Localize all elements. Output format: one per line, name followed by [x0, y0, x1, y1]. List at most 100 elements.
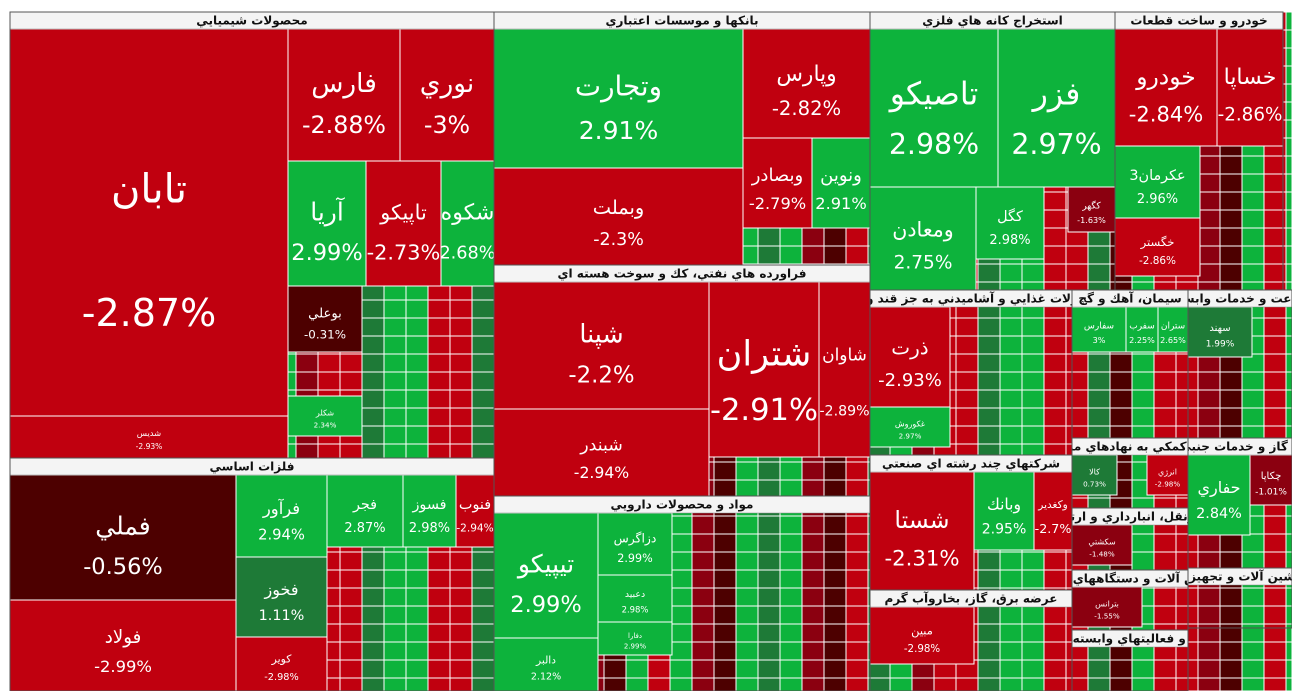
filler-tile [1263, 641, 1287, 661]
stock-tile[interactable] [742, 137, 813, 229]
stock-tile[interactable] [287, 28, 401, 162]
stock-tile[interactable] [1187, 454, 1251, 536]
stock-name: شاوان [822, 346, 867, 366]
stock-tile[interactable] [287, 395, 363, 437]
filler-tile [361, 677, 385, 691]
stock-tile[interactable] [9, 28, 289, 417]
stock-change: -2.7% [1035, 521, 1072, 536]
filler-tile [361, 587, 385, 607]
filler-tile [471, 587, 495, 607]
stock-tile[interactable] [869, 28, 999, 188]
filler-tile [1285, 605, 1292, 625]
stock-tile[interactable] [455, 474, 495, 548]
stock-change: -2.91% [710, 393, 818, 428]
filler-tile [405, 551, 429, 571]
stock-tile[interactable] [1146, 454, 1189, 496]
stock-tile[interactable] [975, 186, 1045, 260]
filler-tile [757, 533, 781, 553]
stock-name: بترانس [1095, 599, 1119, 608]
filler-tile [427, 659, 451, 679]
filler-tile [405, 353, 429, 373]
filler-tile [449, 407, 473, 427]
filler-tile [801, 677, 825, 691]
filler-tile [383, 659, 407, 679]
filler-tile [339, 623, 363, 643]
sector-title: ماشين آلات و دستگاههاي برقي [1037, 571, 1224, 587]
filler-tile [1087, 371, 1111, 391]
stock-tile[interactable] [402, 474, 457, 548]
stock-change: 2.98% [989, 233, 1030, 248]
filler-tile [823, 515, 847, 535]
stock-tile[interactable] [597, 512, 673, 576]
stock-tile[interactable] [869, 471, 975, 591]
filler-tile [427, 371, 451, 391]
filler-tile [889, 677, 913, 691]
filler-tile [1241, 641, 1265, 661]
stock-name: فنوب [459, 497, 491, 513]
filler-tile [779, 461, 803, 481]
filler-tile [955, 371, 979, 391]
filler-tile [383, 587, 407, 607]
filler-tile [449, 641, 473, 661]
filler-tile [669, 569, 693, 589]
filler-tile [383, 389, 407, 409]
filler-tile [383, 641, 407, 661]
stock-change: 3% [1093, 335, 1106, 345]
filler-tile [471, 623, 495, 643]
filler-tile [713, 515, 737, 535]
stock-tile[interactable] [493, 408, 710, 497]
stock-tile[interactable] [811, 137, 871, 229]
stock-tile[interactable] [493, 512, 599, 639]
filler-tile [383, 677, 407, 691]
stock-tile[interactable] [1033, 471, 1073, 551]
filler-tile [999, 317, 1023, 337]
filler-tile [977, 677, 1001, 691]
filler-tile [801, 605, 825, 625]
stock-tile[interactable] [1216, 28, 1284, 147]
filler-tile [1219, 227, 1243, 247]
filler-tile [1175, 677, 1199, 691]
stock-tile[interactable] [1114, 217, 1201, 277]
filler-tile [999, 425, 1023, 445]
filler-tile [1285, 659, 1292, 679]
stock-tile[interactable] [326, 474, 404, 548]
stock-change: -2.3% [593, 230, 644, 250]
stock-tile[interactable] [365, 160, 442, 287]
stock-tile[interactable] [997, 28, 1116, 188]
stock-tile[interactable] [869, 606, 975, 665]
stock-tile[interactable] [9, 599, 237, 691]
filler-tile [1285, 677, 1292, 691]
filler-tile [361, 551, 385, 571]
filler-tile [823, 641, 847, 661]
filler-tile [1043, 407, 1067, 427]
filler-tile [669, 659, 693, 679]
stock-tile[interactable] [818, 281, 871, 458]
stock-tile[interactable] [235, 636, 328, 691]
stock-tile[interactable] [493, 637, 599, 691]
filler-tile [669, 551, 693, 571]
stock-tile[interactable] [9, 474, 237, 601]
filler-tile [1021, 407, 1045, 427]
stock-tile[interactable] [1125, 306, 1159, 353]
stock-tile[interactable] [973, 471, 1035, 551]
stock-tile[interactable] [1249, 454, 1292, 506]
stock-tile[interactable] [287, 285, 363, 353]
stock-tile[interactable] [493, 167, 744, 266]
stock-tile[interactable] [1067, 186, 1116, 233]
stock-change: 2.99% [617, 552, 652, 565]
stock-change: -1.48% [1089, 550, 1115, 559]
filler-tile [1263, 587, 1287, 607]
stock-change: -2.79% [749, 194, 806, 213]
stock-tile[interactable] [235, 556, 328, 638]
stock-tile[interactable] [869, 306, 951, 408]
filler-tile [955, 677, 979, 691]
stock-tile[interactable] [399, 28, 495, 162]
filler-tile [471, 299, 495, 319]
stock-tile[interactable] [597, 621, 673, 656]
stock-change: -2.86% [1139, 255, 1176, 267]
stock-tile[interactable] [1071, 586, 1143, 628]
filler-tile [1285, 245, 1292, 265]
filler-tile [1021, 317, 1045, 337]
filler-tile [1197, 173, 1221, 193]
stock-tile[interactable] [597, 574, 673, 623]
